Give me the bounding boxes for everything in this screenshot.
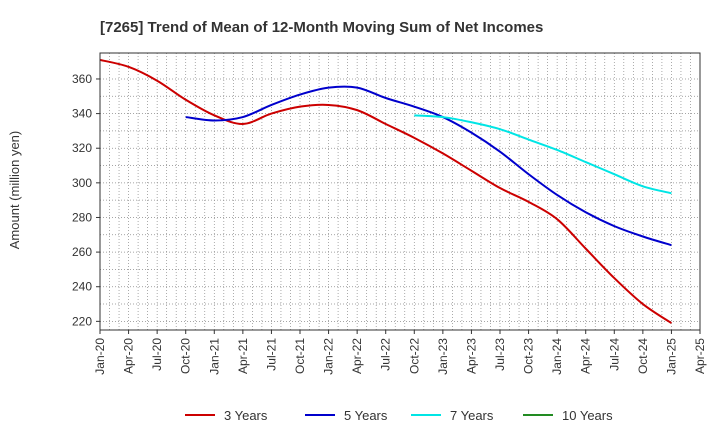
x-tick-label: Jan-23 [436, 338, 450, 375]
x-tick-label: Oct-21 [293, 338, 307, 374]
y-tick-label: 280 [72, 210, 92, 224]
x-tick-label: Apr-25 [693, 338, 707, 374]
x-tick-label: Apr-23 [464, 338, 478, 374]
legend-label-7-years: 7 Years [450, 408, 494, 423]
legend: 3 Years 5 Years 7 Years 10 Years [185, 408, 613, 423]
x-tick-label: Oct-24 [636, 338, 650, 374]
y-tick-label: 340 [72, 107, 92, 121]
y-tick-label: 260 [72, 245, 92, 259]
plot-area [100, 53, 700, 330]
legend-label-3-years: 3 Years [224, 408, 268, 423]
series-line-5-years [185, 85, 672, 247]
x-tick-label: Jan-24 [550, 338, 564, 375]
x-tick-label: Oct-20 [179, 338, 193, 374]
x-tick-label: Apr-21 [236, 338, 250, 374]
legend-label-10-years: 10 Years [562, 408, 613, 423]
y-tick-label: 240 [72, 280, 92, 294]
x-tick-label: Apr-20 [122, 338, 136, 374]
y-tick-label: 320 [72, 141, 92, 155]
x-tick-label: Jan-20 [93, 338, 107, 375]
x-tick-label: Jul-23 [493, 338, 507, 371]
chart-title: [7265] Trend of Mean of 12-Month Moving … [100, 19, 543, 36]
grid-lines [100, 53, 700, 330]
legend-label-5-years: 5 Years [344, 408, 388, 423]
series-line-3-years [99, 58, 672, 324]
x-tick-label: Jul-22 [379, 338, 393, 371]
x-tick-label: Oct-22 [407, 338, 421, 374]
x-tick-label: Jan-22 [322, 338, 336, 375]
plot-frame [99, 52, 701, 331]
x-tick-label: Oct-23 [522, 338, 536, 374]
x-tick-label: Jul-20 [150, 338, 164, 371]
x-tick-label: Jul-21 [264, 338, 278, 371]
y-tick-label: 220 [72, 314, 92, 328]
y-tick-label: 300 [72, 176, 92, 190]
x-axis-ticks: Jan-20 Apr-20 Jul-20 Oct-20 Jan-21 Apr-21 Jul-… [93, 330, 707, 375]
x-tick-label: Apr-24 [579, 338, 593, 374]
series-lines [99, 58, 672, 324]
y-tick-label: 360 [72, 72, 92, 86]
x-tick-label: Jan-25 [664, 338, 678, 375]
x-tick-label: Jul-24 [607, 338, 621, 371]
y-axis-ticks: 220 240 260 280 300 320 340 360 [72, 72, 100, 328]
y-axis-label: Amount (million yen) [7, 131, 22, 250]
x-tick-label: Apr-22 [350, 338, 364, 374]
x-tick-label: Jan-21 [207, 338, 221, 375]
series-line-7-years [414, 114, 672, 195]
